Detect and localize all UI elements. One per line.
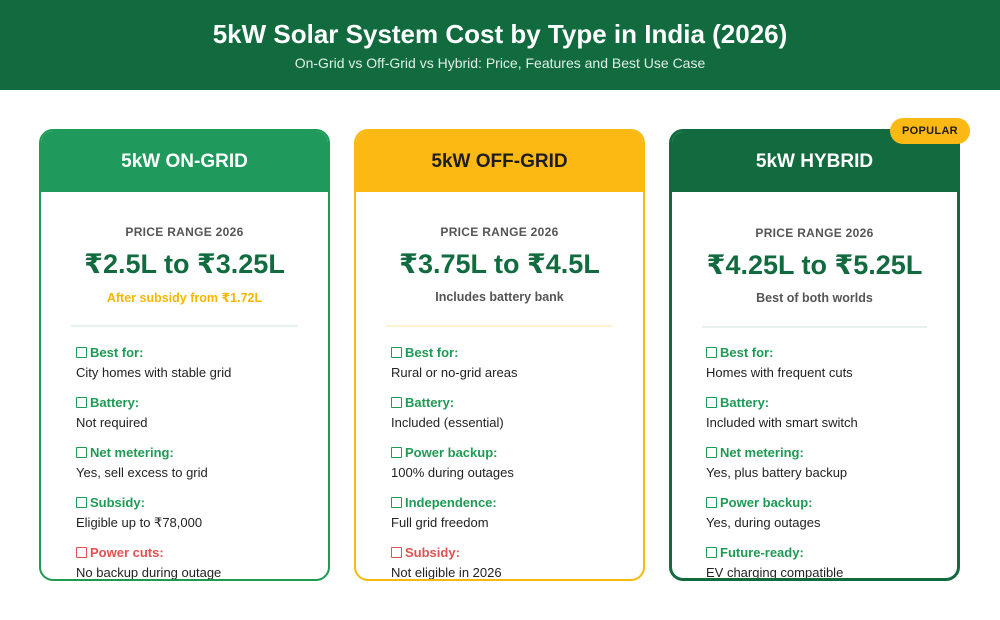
feature-value: Rural or no-grid areas (391, 365, 518, 380)
feature-item: Battery: Included with smart switch (706, 395, 947, 445)
feature-item: Subsidy: Eligible up to ₹78,000 (76, 495, 318, 545)
card-title: 5kW OFF-GRID (356, 131, 643, 192)
feature-item: Battery: Not required (76, 395, 318, 445)
feature-item: Power cuts: No backup during outage (76, 545, 318, 580)
feature-value: Yes, plus battery backup (706, 465, 848, 480)
check-icon (706, 397, 717, 408)
feature-value: Yes, during outages (706, 515, 821, 530)
feature-item: Power backup: Yes, during outages (706, 495, 947, 545)
price-note: Includes battery bank (435, 290, 564, 304)
feature-title: Best for: (90, 345, 144, 360)
price-note: After subsidy from ₹1.72L (106, 291, 263, 305)
page-header: 5kW Solar System Cost by Type in India (… (0, 0, 1000, 90)
price-range-label: PRICE RANGE 2026 (755, 226, 874, 240)
check-icon (76, 347, 87, 358)
card-off-grid: 5kW OFF-GRID PRICE RANGE 2026 ₹3.75L to … (354, 129, 645, 581)
check-icon (391, 447, 402, 458)
feature-title: Battery: (720, 395, 770, 410)
feature-value: Full grid freedom (391, 515, 489, 530)
feature-list: Best for: City homes with stable grid Ba… (76, 345, 318, 580)
feature-item: Best for: Homes with frequent cuts (706, 345, 947, 395)
check-icon (76, 447, 87, 458)
price-range-label: PRICE RANGE 2026 (125, 225, 244, 239)
feature-list: Best for: Rural or no-grid areas Battery… (391, 345, 633, 580)
feature-title: Independence: (405, 495, 497, 510)
feature-value: 100% during outages (391, 465, 514, 480)
feature-value: EV charging compatible (706, 565, 844, 580)
feature-title: Subsidy: (405, 545, 460, 560)
feature-value: No backup during outage (76, 565, 222, 580)
feature-title: Subsidy: (90, 495, 145, 510)
feature-item: Best for: City homes with stable grid (76, 345, 318, 395)
price-range: ₹2.5L to ₹3.25L (84, 249, 285, 279)
feature-value: City homes with stable grid (76, 365, 232, 380)
feature-item: Power backup: 100% during outages (391, 445, 633, 495)
feature-title: Battery: (405, 395, 455, 410)
feature-title: Best for: (405, 345, 459, 360)
check-icon (706, 497, 717, 508)
price-range: ₹4.25L to ₹5.25L (706, 250, 923, 280)
feature-value: Included with smart switch (706, 415, 858, 430)
card-title: 5kW ON-GRID (41, 131, 328, 192)
feature-title: Power cuts: (90, 545, 164, 560)
check-icon (706, 447, 717, 458)
feature-item: Battery: Included (essential) (391, 395, 633, 445)
feature-value: Not required (76, 415, 148, 430)
feature-value: Included (essential) (391, 415, 504, 430)
check-icon (391, 397, 402, 408)
feature-value: Yes, sell excess to grid (76, 465, 208, 480)
cross-icon (76, 547, 87, 558)
check-icon (391, 497, 402, 508)
price-range: ₹3.75L to ₹4.5L (399, 249, 600, 279)
divider (386, 325, 613, 327)
feature-title: Net metering: (90, 445, 174, 460)
check-icon (76, 497, 87, 508)
feature-title: Best for: (720, 345, 774, 360)
feature-title: Net metering: (720, 445, 804, 460)
feature-value: Not eligible in 2026 (391, 565, 502, 580)
feature-title: Future-ready: (720, 545, 804, 560)
page-subtitle: On-Grid vs Off-Grid vs Hybrid: Price, Fe… (294, 55, 706, 71)
card-hybrid: 5kW HYBRID PRICE RANGE 2026 ₹4.25L to ₹5… (669, 129, 960, 581)
feature-item: Future-ready: EV charging compatible (706, 545, 947, 580)
price-range-label: PRICE RANGE 2026 (440, 225, 559, 239)
feature-title: Power backup: (405, 445, 498, 460)
feature-item: Net metering: Yes, sell excess to grid (76, 445, 318, 495)
divider (71, 325, 298, 327)
divider (702, 326, 927, 328)
feature-item: Net metering: Yes, plus battery backup (706, 445, 947, 495)
cross-icon (391, 547, 402, 558)
popular-badge: POPULAR (890, 118, 970, 144)
feature-title: Battery: (90, 395, 140, 410)
feature-title: Power backup: (720, 495, 813, 510)
feature-item: Independence: Full grid freedom (391, 495, 633, 545)
feature-item: Subsidy: Not eligible in 2026 (391, 545, 633, 580)
page-title: 5kW Solar System Cost by Type in India (… (212, 19, 788, 49)
feature-item: Best for: Rural or no-grid areas (391, 345, 633, 395)
check-icon (706, 347, 717, 358)
check-icon (76, 397, 87, 408)
price-note: Best of both worlds (756, 291, 873, 305)
check-icon (391, 347, 402, 358)
feature-value: Homes with frequent cuts (706, 365, 853, 380)
card-on-grid: 5kW ON-GRID PRICE RANGE 2026 ₹2.5L to ₹3… (39, 129, 330, 581)
feature-value: Eligible up to ₹78,000 (76, 515, 203, 530)
check-icon (706, 547, 717, 558)
feature-list: Best for: Homes with frequent cuts Batte… (706, 345, 947, 580)
